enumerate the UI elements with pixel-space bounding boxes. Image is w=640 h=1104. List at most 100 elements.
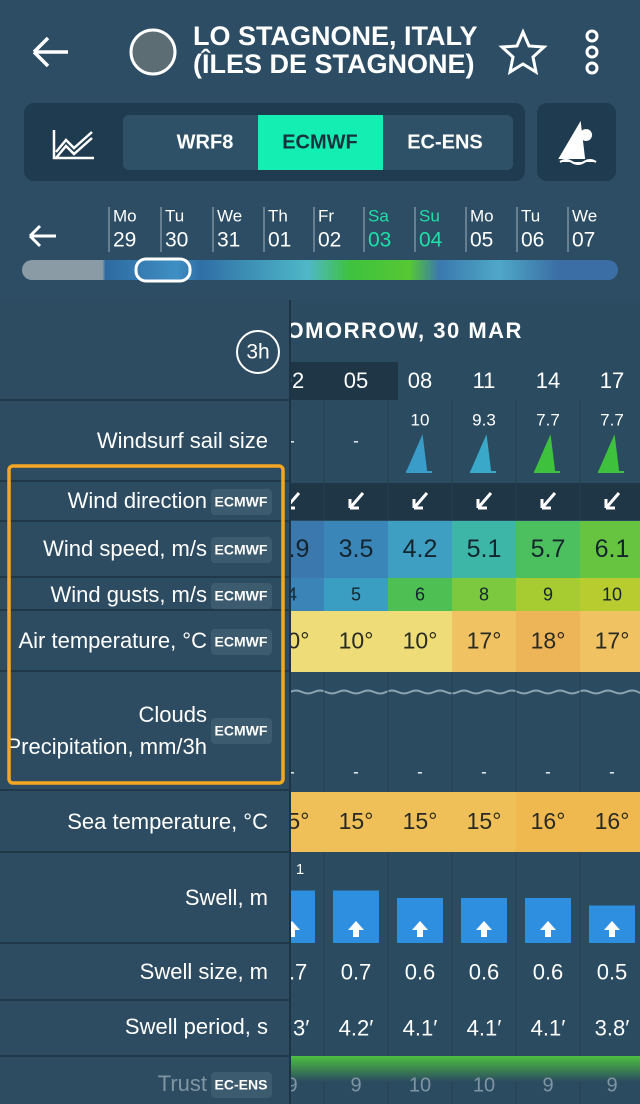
trust: 9: [542, 1074, 553, 1096]
row-label: Wind gusts, m/s: [51, 582, 207, 607]
cloud-line: [290, 689, 640, 695]
swell-arrow: [476, 921, 492, 937]
sail-size: 10: [411, 410, 430, 429]
wind-speed: 2.9: [275, 535, 310, 563]
day-date: 01: [268, 229, 291, 252]
day-date: 04: [419, 229, 443, 252]
row-label: Wind direction: [68, 488, 207, 513]
swell-scale: 1: [296, 861, 304, 878]
hour: 11: [473, 368, 496, 393]
model-tab[interactable]: ECMWF: [282, 131, 358, 153]
wind-gusts: 5: [351, 584, 361, 604]
row-label: Sea temperature, °C: [67, 809, 268, 834]
row-label: Clouds: [139, 702, 207, 727]
model-badge: [211, 629, 272, 655]
spot-avatar[interactable]: [129, 28, 177, 76]
graph-button[interactable]: [52, 130, 94, 160]
cell-bg: [580, 611, 640, 672]
precipitation: -: [417, 762, 423, 781]
sail-icon: [470, 434, 496, 473]
row-label: Swell, m: [185, 885, 268, 910]
past-hours-bg: [290, 362, 398, 400]
swell-arrow: [540, 921, 556, 937]
trust: 9: [606, 1074, 617, 1096]
sail-icon: [534, 434, 560, 473]
air-temperature: 18°: [531, 628, 566, 654]
back-button[interactable]: [32, 36, 68, 68]
swell-size: 0.6: [533, 959, 564, 984]
day-strip: Mo 29 Tu 30 We 31 Th 01 Fr 02 Sa 03 Su 04 Mo 05 Tu 06 We 07: [108, 206, 597, 252]
model-badge: [211, 718, 272, 744]
row-label: Precipitation, mm/3h: [6, 734, 207, 759]
highlight-box: [7, 464, 285, 785]
model-tab[interactable]: WRF8: [177, 131, 234, 153]
cell-bg: [290, 792, 324, 852]
cell-bg: [516, 521, 580, 578]
cell-bg: [516, 578, 580, 611]
sea-temperature: 15°: [403, 808, 438, 834]
wind-gusts: 8: [479, 584, 489, 604]
precipitation: -: [481, 762, 487, 781]
sail-icon: [406, 434, 432, 473]
day-weekday: Su: [419, 206, 440, 225]
model-badge-text: ECMWF: [215, 588, 268, 604]
model-badge: [211, 489, 272, 515]
model-active: [258, 115, 383, 170]
sea-temperature: 15°: [467, 808, 502, 834]
sail-size: 9.3: [472, 410, 496, 429]
swell-period: 4.1′: [403, 1015, 438, 1040]
model-tab[interactable]: EC-ENS: [407, 131, 483, 153]
hour: 08: [408, 368, 432, 393]
model-badge-text: ECMWF: [215, 494, 268, 510]
day-weekday: Tu: [165, 206, 184, 225]
wind-gusts: 4: [287, 584, 297, 604]
model-badge: [211, 583, 272, 609]
swell-size: 0.6: [405, 959, 436, 984]
precipitation: -: [289, 762, 295, 781]
cell-bg: [580, 792, 640, 852]
trust: 9: [350, 1074, 361, 1096]
date-heading: TOMORROW, 30 MAR: [272, 318, 523, 343]
swell-period: 4.1′: [467, 1015, 502, 1040]
hour: 05: [344, 368, 368, 393]
model-badge: [211, 537, 272, 563]
wind-gusts: 6: [415, 584, 425, 604]
cell-bg: [388, 578, 452, 611]
model-badge-text: ECMWF: [215, 542, 268, 558]
cell-bg: [290, 578, 324, 611]
row-label: Windsurf sail size: [97, 428, 268, 453]
swell-size: 0.5: [597, 959, 628, 984]
swell-size: 0.6: [469, 959, 500, 984]
trust: 10: [473, 1074, 495, 1096]
cell-bg: [388, 792, 452, 852]
timeline-selection[interactable]: [134, 257, 192, 283]
wind-arrow: [412, 492, 429, 510]
day-date: 29: [113, 229, 136, 252]
timeline[interactable]: [22, 260, 618, 280]
menu-button[interactable]: [585, 29, 599, 75]
day-date: 07: [572, 229, 595, 252]
swell-period: 3.8′: [595, 1015, 630, 1040]
day-weekday: Th: [268, 206, 288, 225]
swell-arrow: [412, 921, 428, 937]
cell-bg: [452, 611, 516, 672]
interval-badge: [236, 330, 280, 374]
favorite-button[interactable]: [498, 28, 548, 76]
swell-period: 4.2′: [339, 1015, 374, 1040]
day-date: 31: [217, 229, 240, 252]
sail-size: -: [289, 431, 295, 450]
swell-size: 0.7: [277, 959, 308, 984]
cell-bg: [516, 611, 580, 672]
wind-arrow: [604, 492, 621, 510]
sea-temperature: 15°: [275, 808, 310, 834]
model-badge: [211, 1072, 272, 1098]
day-date: 05: [470, 229, 493, 252]
prev-days[interactable]: [28, 224, 56, 248]
wind-gusts: 10: [602, 584, 622, 604]
sea-temperature: 16°: [531, 808, 566, 834]
wind-gusts: 9: [543, 584, 553, 604]
swell-period: 4.1′: [531, 1015, 566, 1040]
air-temperature: 17°: [595, 628, 630, 654]
cell-bg: [324, 792, 388, 852]
